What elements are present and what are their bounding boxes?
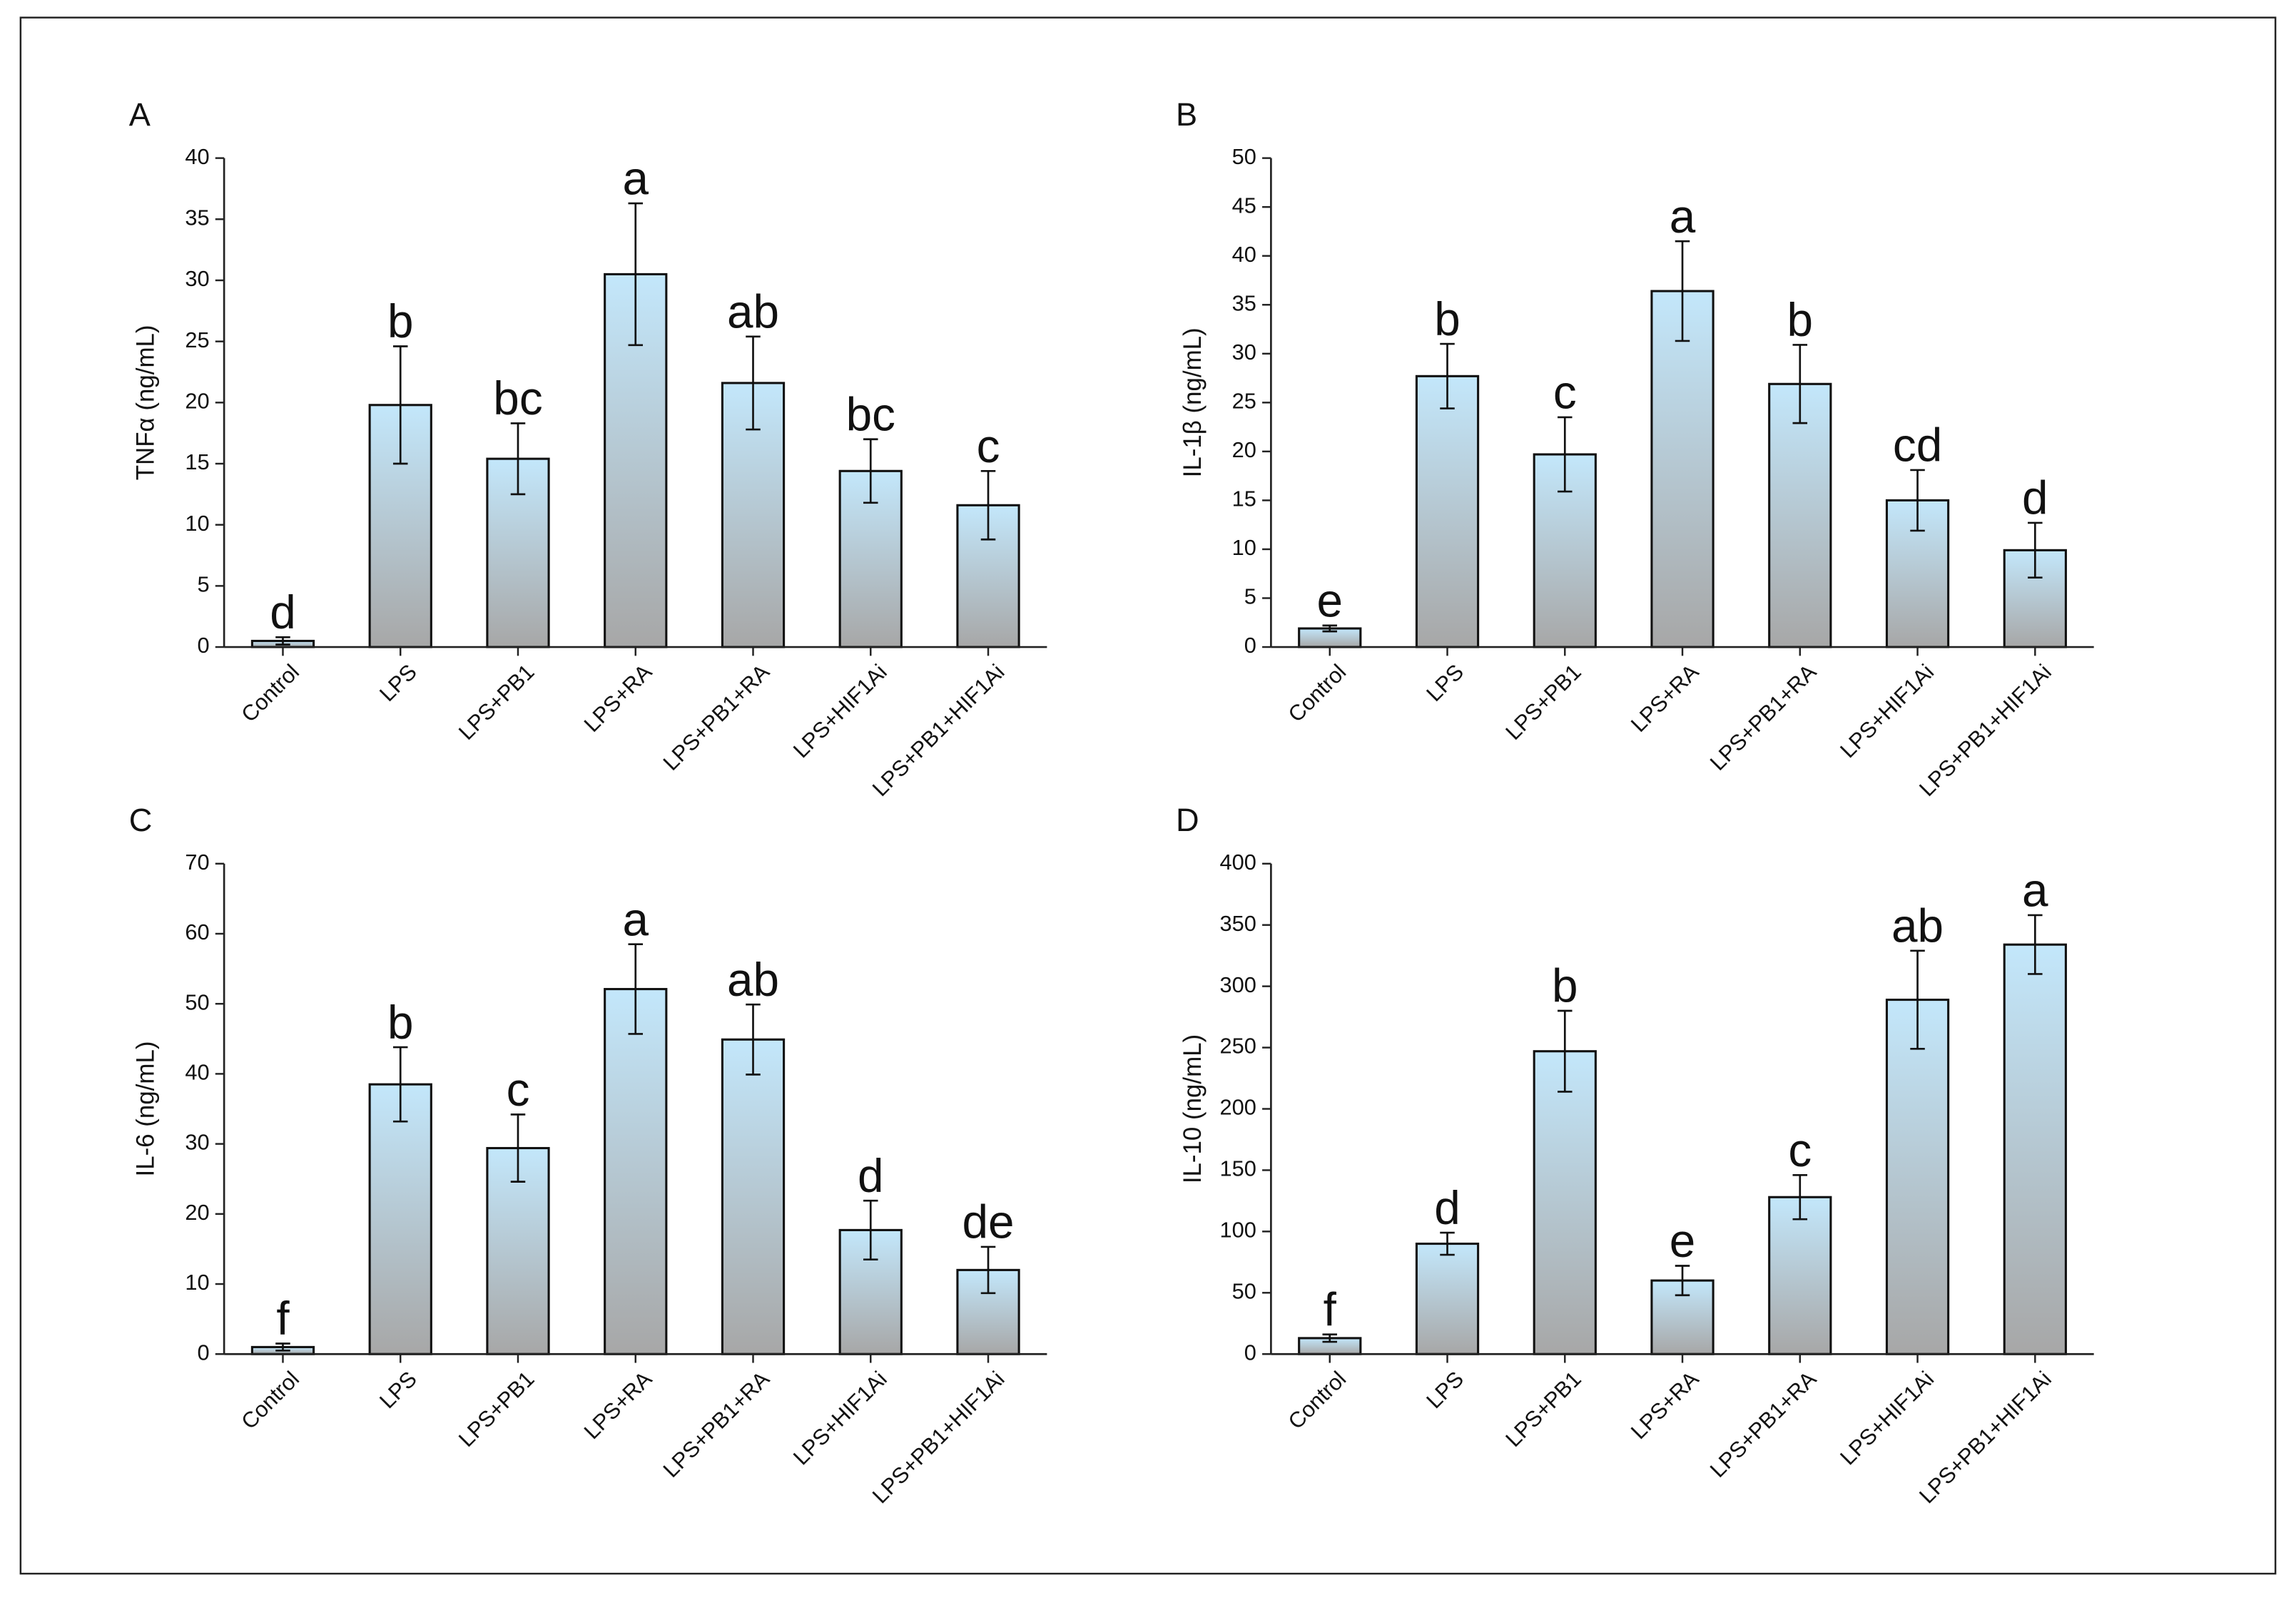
y-tick-label: 300 <box>1220 972 1256 997</box>
significance-letter: d <box>2022 472 2048 524</box>
bar <box>1768 382 1832 648</box>
significance-letter: a <box>622 893 649 945</box>
y-tick-label: 40 <box>1232 242 1256 267</box>
y-tick-label: 50 <box>1232 144 1256 169</box>
bar <box>1650 290 1715 648</box>
y-tick-label: 350 <box>1220 911 1256 936</box>
y-axis-title: TNFα (ng/mL) <box>132 325 160 480</box>
y-tick-label: 0 <box>1244 633 1256 658</box>
bar <box>368 1083 432 1355</box>
significance-letter: c <box>977 420 1000 472</box>
y-tick-label: 60 <box>185 919 209 944</box>
y-tick-label: 5 <box>1244 584 1256 609</box>
significance-letter: e <box>1317 575 1343 627</box>
bar <box>1415 1243 1480 1355</box>
significance-letter: b <box>1787 294 1814 346</box>
y-tick-label: 20 <box>1232 437 1256 462</box>
y-tick-label: 0 <box>1244 1340 1256 1365</box>
significance-letter: b <box>387 997 414 1049</box>
bar <box>721 1038 786 1355</box>
y-tick-label: 25 <box>1232 388 1256 413</box>
panel-label: B <box>1176 96 1197 133</box>
y-tick-label: 70 <box>185 850 209 875</box>
y-axis-title: IL-6 (ng/mL) <box>132 1041 160 1177</box>
bar <box>1415 374 1480 648</box>
y-tick-label: 20 <box>185 1200 209 1225</box>
significance-letter: b <box>1434 293 1461 345</box>
y-tick-label: 0 <box>197 1340 209 1365</box>
bar <box>1885 999 1950 1355</box>
y-tick-label: 40 <box>185 1060 209 1085</box>
significance-letter: c <box>507 1064 530 1116</box>
y-tick-label: 50 <box>1232 1278 1256 1303</box>
significance-letter: c <box>1788 1124 1812 1176</box>
y-tick-label: 50 <box>185 989 209 1014</box>
y-tick-label: 30 <box>1232 340 1256 365</box>
significance-letter: e <box>1670 1215 1696 1267</box>
y-tick-label: 0 <box>197 633 209 658</box>
significance-letter: b <box>387 295 414 347</box>
significance-letter: a <box>1670 190 1696 243</box>
y-tick-label: 20 <box>185 388 209 413</box>
bar <box>1768 1196 1832 1355</box>
significance-letter: ab <box>727 285 779 337</box>
significance-letter: ab <box>1891 900 1944 952</box>
significance-letter: cd <box>1893 419 1942 472</box>
significance-letter: d <box>270 586 296 638</box>
y-tick-label: 10 <box>185 511 209 536</box>
y-tick-label: 35 <box>1232 290 1256 315</box>
significance-letter: d <box>858 1150 884 1202</box>
y-tick-label: 5 <box>197 571 209 596</box>
bar <box>1533 1050 1597 1355</box>
panel-label: A <box>129 96 151 133</box>
significance-letter: a <box>622 153 649 205</box>
panel-label: D <box>1176 802 1199 838</box>
y-tick-label: 40 <box>185 144 209 169</box>
significance-letter: d <box>1434 1182 1461 1234</box>
significance-letter: a <box>2022 865 2048 917</box>
y-tick-label: 35 <box>185 205 209 230</box>
y-axis-title: IL-1β (ng/mL) <box>1179 327 1207 477</box>
y-tick-label: 30 <box>185 266 209 291</box>
significance-letter: bc <box>493 372 542 424</box>
y-tick-label: 150 <box>1220 1156 1256 1181</box>
y-axis-title: IL-10 (ng/mL) <box>1179 1034 1207 1183</box>
y-tick-label: 25 <box>185 327 209 352</box>
significance-letter: f <box>1324 1283 1337 1335</box>
y-tick-label: 400 <box>1220 850 1256 875</box>
y-tick-label: 45 <box>1232 193 1256 218</box>
significance-letter: de <box>962 1196 1015 1248</box>
y-tick-label: 10 <box>185 1270 209 1295</box>
significance-letter: c <box>1553 367 1577 419</box>
bar <box>2003 943 2067 1355</box>
significance-letter: b <box>1552 960 1578 1012</box>
significance-letter: f <box>276 1293 290 1345</box>
y-tick-label: 15 <box>1232 486 1256 511</box>
bar <box>604 988 668 1355</box>
significance-letter: bc <box>846 388 895 440</box>
y-tick-label: 10 <box>1232 535 1256 560</box>
y-tick-label: 30 <box>185 1130 209 1155</box>
significance-letter: ab <box>727 954 779 1006</box>
y-tick-label: 200 <box>1220 1095 1256 1120</box>
y-tick-label: 100 <box>1220 1217 1256 1242</box>
y-tick-label: 250 <box>1220 1034 1256 1059</box>
y-tick-label: 15 <box>185 449 209 474</box>
panel-label: C <box>129 802 153 838</box>
